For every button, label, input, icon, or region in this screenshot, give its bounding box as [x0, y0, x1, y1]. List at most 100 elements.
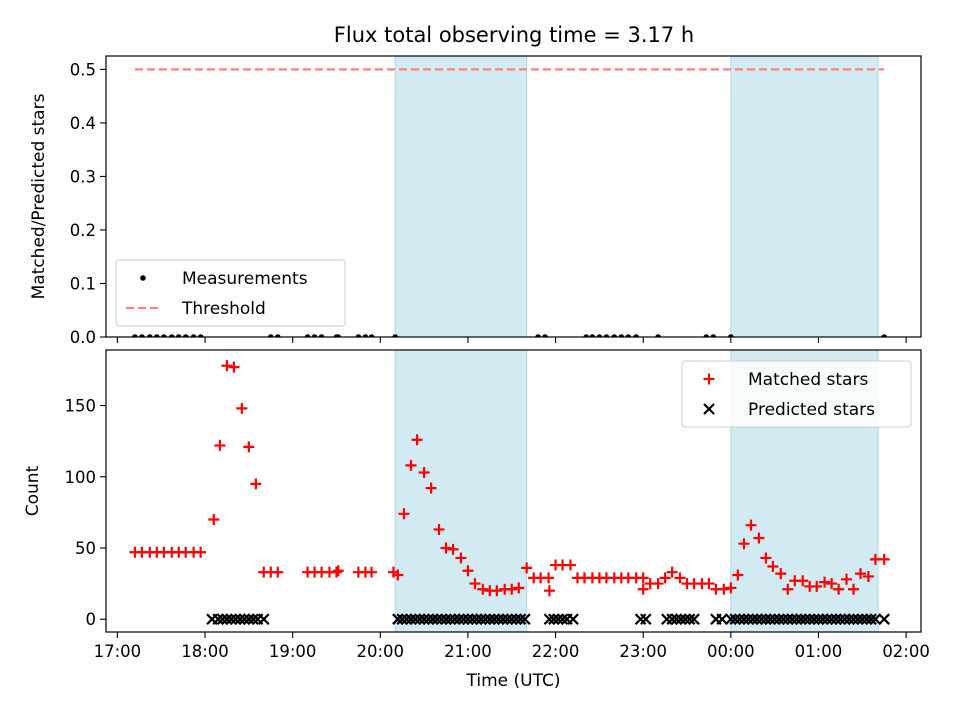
matched-star-point	[425, 482, 437, 494]
predicted-star-point	[878, 613, 890, 625]
predicted-star-point	[786, 613, 798, 625]
measurement-point	[168, 334, 175, 337]
predicted-star-point	[470, 613, 483, 625]
predicted-star-point	[497, 613, 509, 625]
matched-star-point	[652, 578, 664, 590]
predicted-star-point	[812, 613, 825, 625]
measurement-point	[182, 334, 189, 337]
measurement-point	[355, 334, 362, 337]
x-tick-label: 01:00	[795, 642, 843, 661]
matched-star-point	[543, 572, 555, 584]
measurement-point	[267, 334, 274, 337]
measurement-point	[132, 334, 138, 337]
axes-frame	[105, 55, 922, 338]
predicted-star-point	[510, 613, 522, 625]
measurement-point	[147, 334, 153, 337]
measurement-point	[618, 334, 625, 337]
predicted-star-point	[409, 613, 422, 625]
matched-star-point	[659, 572, 671, 584]
predicted-star-point	[229, 613, 242, 625]
legend-label: Matched stars	[748, 370, 868, 390]
y-axis-label: Matched/Predicted stars	[29, 93, 49, 299]
legend-box	[681, 360, 912, 428]
matched-star-point	[725, 582, 737, 594]
matched-star-point	[564, 559, 576, 571]
predicted-star-point	[431, 613, 444, 625]
matched-star-point	[477, 583, 489, 595]
x-tick-label: 00:00	[707, 642, 755, 661]
predicted-star-point	[675, 613, 687, 625]
predicted-star-point	[556, 613, 569, 625]
predicted-star-point	[679, 613, 692, 625]
matched-star-point	[411, 434, 423, 446]
matched-star-point	[392, 569, 404, 581]
measurement-point	[304, 334, 311, 337]
matched-star-point	[745, 519, 757, 531]
matched-star-point	[718, 583, 730, 595]
predicted-star-point	[803, 613, 816, 625]
predicted-star-point	[225, 613, 238, 625]
predicted-star-point	[212, 613, 224, 625]
matched-star-point	[666, 566, 678, 578]
x-tick-label: 20:00	[357, 642, 405, 661]
predicted-star-point	[449, 613, 461, 625]
measurement-point	[335, 334, 342, 337]
predicted-star-point	[548, 613, 560, 625]
matched-star-point	[732, 569, 744, 581]
legend-label: Predicted stars	[748, 400, 875, 420]
measurement-point	[161, 334, 167, 337]
measurement-point	[728, 334, 734, 337]
matched-star-point	[862, 570, 874, 582]
predicted-star-point	[860, 613, 873, 625]
matched-star-point	[513, 582, 525, 594]
predicted-star-point	[834, 613, 847, 625]
matched-star-point	[272, 566, 284, 578]
predicted-star-point	[760, 613, 772, 625]
matched-star-point	[366, 566, 378, 578]
matched-star-point	[738, 538, 750, 550]
matched-star-point	[332, 565, 344, 577]
measurement-point	[881, 334, 887, 337]
measurement-point	[603, 334, 610, 337]
legend-label: Threshold	[181, 299, 266, 319]
predicted-star-point	[514, 613, 527, 625]
matched-star-point	[811, 580, 823, 592]
predicted-star-point	[847, 613, 860, 625]
predicted-star-point	[688, 613, 700, 625]
legend-label: Measurements	[182, 269, 308, 289]
matched-star-point	[250, 478, 262, 490]
matched-star-point	[433, 523, 445, 535]
shaded-span-1	[394, 55, 528, 338]
measurement-point	[362, 334, 369, 337]
measurement-point	[710, 334, 717, 337]
predicted-star-point	[755, 613, 768, 625]
predicted-star-point	[247, 613, 260, 625]
matched-star-point	[841, 573, 853, 585]
y-tick-label: 0.2	[70, 221, 96, 240]
predicted-star-point	[392, 613, 404, 625]
measurement-point	[655, 334, 661, 337]
predicted-star-point	[795, 613, 807, 625]
predicted-star-point	[670, 613, 683, 625]
matched-star-point	[462, 565, 474, 577]
predicted-star-point	[405, 613, 417, 625]
predicted-star-point	[768, 613, 781, 625]
measurement-point	[175, 334, 182, 337]
predicted-star-point	[466, 613, 479, 625]
predicted-star-point	[666, 613, 678, 625]
predicted-star-point	[519, 613, 531, 625]
matched-star-point	[208, 513, 220, 525]
y-tick-label: 100	[65, 468, 97, 487]
matched-star-point	[221, 360, 233, 372]
predicted-star-point	[843, 613, 855, 625]
matched-star-point	[543, 585, 555, 597]
predicted-star-point	[396, 613, 408, 625]
predicted-star-point	[751, 613, 763, 625]
measurement-point	[190, 334, 197, 337]
predicted-star-point	[825, 613, 838, 625]
predicted-star-point	[243, 613, 255, 625]
predicted-star-point	[488, 613, 500, 625]
predicted-star-point	[683, 613, 696, 625]
predicted-star-point	[782, 613, 794, 625]
